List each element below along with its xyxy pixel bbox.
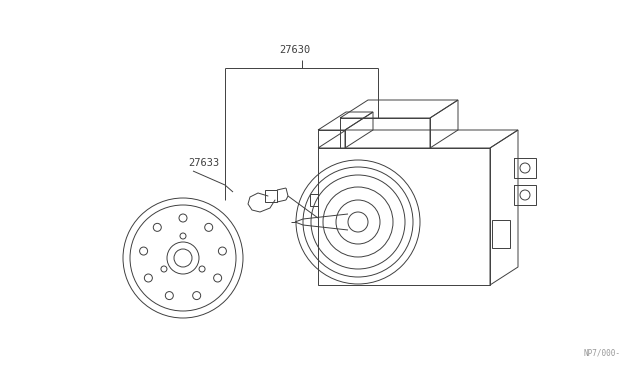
Text: 27633: 27633	[188, 158, 220, 168]
Bar	[265, 190, 277, 202]
Text: NP7/000-: NP7/000-	[583, 349, 620, 358]
Bar	[310, 194, 318, 206]
Text: 27630: 27630	[280, 45, 310, 55]
Bar	[492, 220, 510, 248]
